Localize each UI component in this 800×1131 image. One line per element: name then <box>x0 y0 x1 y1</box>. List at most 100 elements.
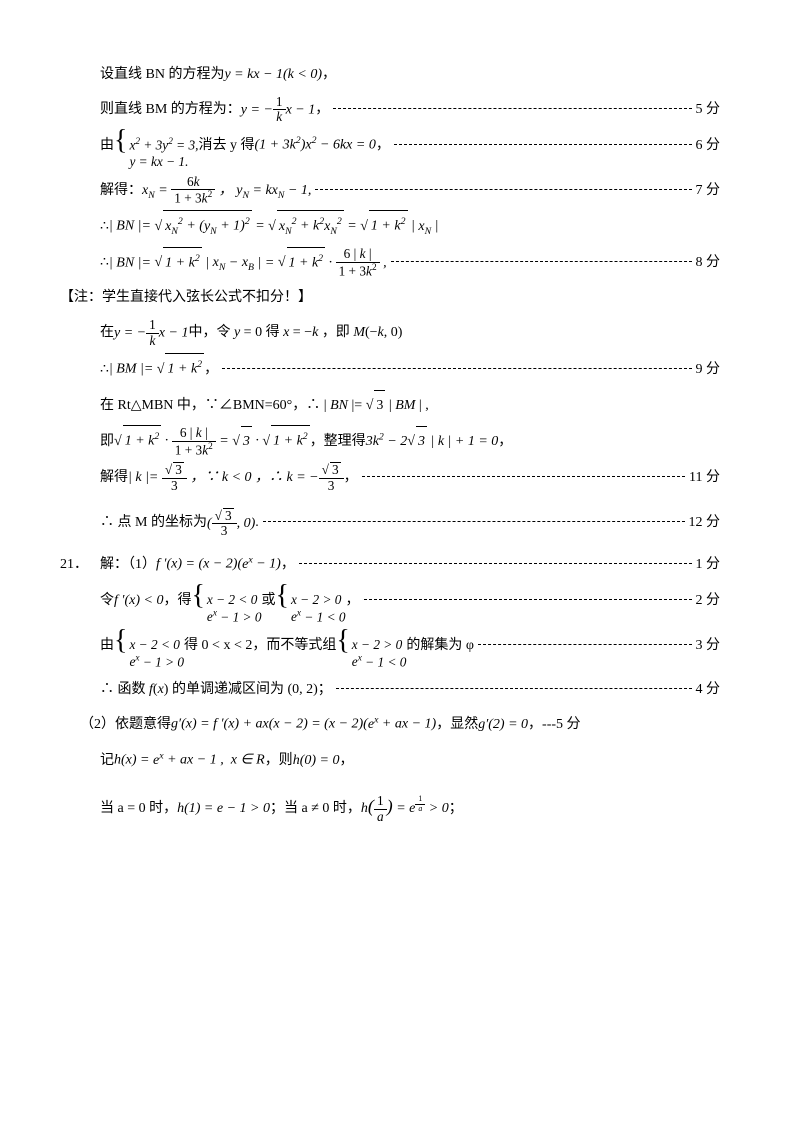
text: ， <box>281 550 295 581</box>
math-expr: y = −1kx − 1 <box>241 95 315 126</box>
text: 在 <box>100 318 114 349</box>
inequality-system: x − 2 < 0ex − 1 > 0 <box>207 591 262 626</box>
note-line: 【注：学生直接代入弦长公式不扣分！】 <box>60 283 720 314</box>
points-label: 3 分 <box>696 631 721 662</box>
math-expr: | BM |= 1 + k2 <box>109 353 204 385</box>
text: ， <box>315 95 329 126</box>
text: ， <box>339 746 353 777</box>
equation-system: x2 + 3y2 = 3, y = kx − 1. <box>129 136 198 171</box>
brace-icon: { <box>276 585 289 607</box>
text: ， <box>376 131 390 162</box>
dash-leader <box>222 367 691 369</box>
solution-line: ∴ 点 M 的坐标为 (33, 0) . 12 分 <box>60 508 720 540</box>
text: 或 <box>262 586 276 617</box>
text: ∴ <box>100 248 109 279</box>
math-expr: f ′(x) = (x − 2)(ex − 1) <box>156 549 281 580</box>
math-expr: h(1) = e − 1 > 0 <box>177 794 270 825</box>
solution-line: ∴ | BN |= xN2 + (yN + 1)2 = xN2 + k2xN2 … <box>60 210 720 242</box>
text: ， <box>204 355 218 386</box>
math-expr: h(x) = ex + ax − 1 , x ∈ R <box>114 745 265 776</box>
inequality-system: x − 2 > 0ex − 1 < 0 <box>291 591 346 626</box>
text: 由 <box>100 131 114 162</box>
text: 记 <box>100 746 114 777</box>
solution-line: （2）依题意得 g′(x) = f ′(x) + ax(x − 2) = (x … <box>60 709 720 740</box>
text: ，得 <box>163 586 191 617</box>
text: ，整理得 <box>310 427 366 458</box>
text: 解得 <box>100 463 128 494</box>
text: 的解集为 φ <box>406 631 474 662</box>
dash-leader <box>394 143 692 145</box>
text: 设直线 BN 的方程为 <box>100 60 224 91</box>
text: ，则 <box>265 746 293 777</box>
text: 得 0 < x < 2，而不等式组 <box>184 631 336 662</box>
text: 解得： <box>100 176 142 207</box>
inequality-system: x − 2 > 0ex − 1 < 0 <box>352 636 407 671</box>
points-label: 8 分 <box>696 248 721 279</box>
text: ， <box>322 60 336 91</box>
text: ；当 a ≠ 0 时， <box>270 794 361 825</box>
text: 消去 y 得 <box>198 131 254 162</box>
math-expr: y = kx − 1(k < 0) <box>224 60 322 91</box>
solution-line: 在 Rt△MBN 中，∵∠BMN=60°，∴ | BN |= 3 | BM | … <box>60 390 720 422</box>
brace-icon: { <box>114 630 127 652</box>
question-start: 21． 解：（1） f ′(x) = (x − 2)(ex − 1) ， 1 分 <box>60 549 720 580</box>
math-expr: h(0) = 0 <box>293 746 340 777</box>
solution-line: 解得 | k |= 33 ，∵ k < 0 ，∴ k = −33 ， 11 分 <box>60 462 720 494</box>
math-expr: | BN |= xN2 + (yN + 1)2 = xN2 + k2xN2 = … <box>109 210 439 242</box>
dash-leader <box>391 260 692 262</box>
dash-leader <box>336 687 692 689</box>
math-expr: 3k2 − 23 | k | + 1 = 0 <box>366 426 499 458</box>
text: ； <box>449 794 463 825</box>
solution-line: 在 y = −1kx − 1 中，令 y = 0 得 x = −k ，即 M(−… <box>60 318 720 349</box>
solution-line: 记 h(x) = ex + ax − 1 , x ∈ R ，则 h(0) = 0… <box>60 745 720 776</box>
note-text: 【注：学生直接代入弦长公式不扣分！】 <box>60 283 312 314</box>
math-expr: g′(2) = 0 <box>478 710 528 741</box>
points-label: ---5 分 <box>542 710 581 741</box>
solution-line: 由 { x2 + 3y2 = 3, y = kx − 1. 消去 y 得 (1 … <box>60 130 720 171</box>
text: ∴ 函数 f(x) 的单调递减区间为 (0, 2)； <box>100 675 332 706</box>
solution-line: ∴ | BM |= 1 + k2 ， 9 分 <box>60 353 720 385</box>
points-label: 9 分 <box>696 355 721 386</box>
brace-icon: { <box>114 130 127 152</box>
inequality-system: x − 2 < 0ex − 1 > 0 <box>129 636 184 671</box>
text: ，显然 <box>436 710 478 741</box>
math-expr: y = −1kx − 1 <box>114 318 188 349</box>
text: 中，令 y = 0 得 x = −k ，即 M(−k, 0) <box>188 318 402 349</box>
math-expr: | BN |= 1 + k2 | xN − xB | = 1 + k2 · 6 … <box>109 247 387 279</box>
text: （2）依题意得 <box>80 710 171 741</box>
text: 在 Rt△MBN 中，∵∠BMN=60°，∴ | BN |= 3 | BM | … <box>100 390 429 422</box>
points-label: 12 分 <box>689 508 721 539</box>
text: 则直线 BM 的方程为： <box>100 95 241 126</box>
math-expr: (33, 0) <box>207 508 255 540</box>
solution-line: 当 a = 0 时， h(1) = e − 1 > 0 ；当 a ≠ 0 时， … <box>60 786 720 826</box>
text: ， <box>344 463 358 494</box>
math-expr: f ′(x) < 0 <box>114 586 163 617</box>
points-label: 1 分 <box>696 550 721 581</box>
dash-leader <box>299 562 692 564</box>
solution-line: ∴ | BN |= 1 + k2 | xN − xB | = 1 + k2 · … <box>60 247 720 279</box>
brace-icon: { <box>336 630 349 652</box>
text: ∴ 点 M 的坐标为 <box>100 508 207 539</box>
question-number: 21． <box>60 550 100 581</box>
solution-line: 由 { x − 2 < 0ex − 1 > 0 得 0 < x < 2，而不等式… <box>60 630 720 671</box>
points-label: 4 分 <box>696 675 721 706</box>
text: 即 <box>100 427 114 458</box>
text: ∴ <box>100 355 109 386</box>
solution-line: 令 f ′(x) < 0 ，得 { x − 2 < 0ex − 1 > 0 或 … <box>60 585 720 626</box>
math-expr: xN = 6k1 + 3k2 ， yN = kxN − 1, <box>142 175 311 207</box>
solution-line: 即 1 + k2 · 6 | k |1 + 3k2 = 3 · 1 + k2 ，… <box>60 425 720 457</box>
math-expr: | k |= 33 ，∵ k < 0 ，∴ k = −33 <box>128 462 344 494</box>
solution-line: 则直线 BM 的方程为： y = −1kx − 1 ， 5 分 <box>60 95 720 126</box>
dash-leader <box>333 107 691 109</box>
dash-leader <box>478 643 692 645</box>
text: ∴ <box>100 212 109 243</box>
brace-icon: { <box>191 585 204 607</box>
dash-leader <box>364 598 692 600</box>
math-expr: h(1a) = e1a > 0 <box>361 786 449 826</box>
dash-leader <box>263 520 685 522</box>
text: ， <box>528 710 542 741</box>
dash-leader <box>362 475 685 477</box>
text: 解：（1） <box>100 550 156 581</box>
text: 当 a = 0 时， <box>100 794 177 825</box>
text: ， <box>498 427 512 458</box>
